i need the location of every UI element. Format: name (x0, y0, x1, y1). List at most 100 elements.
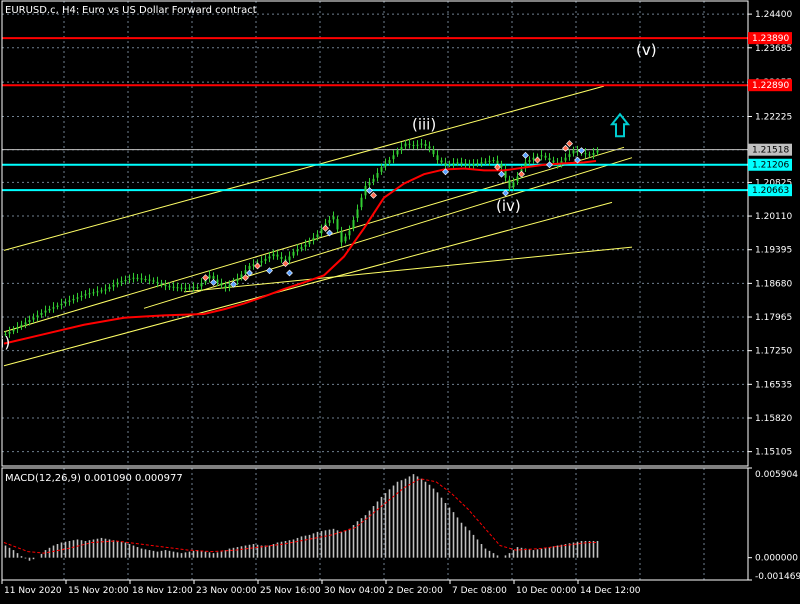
x-tick-label: 15 Nov 20:00 (68, 586, 129, 596)
x-tick-label: 18 Nov 12:00 (132, 586, 193, 596)
resistance-price-box (748, 32, 792, 45)
candle-body (180, 287, 183, 289)
signal-marker (286, 269, 293, 277)
candle-body (416, 144, 419, 146)
signal-marker (494, 163, 501, 171)
macd-indicator (3, 474, 599, 561)
candle-body (568, 154, 571, 157)
candle-body (116, 282, 119, 285)
resistance-price-label: 1.23890 (752, 34, 789, 44)
candle-body (576, 150, 579, 152)
y-tick-label: 1.22225 (755, 113, 792, 123)
candle-body (224, 285, 227, 289)
candle-body (24, 322, 27, 325)
candle-body (228, 284, 231, 288)
resistance-price-label: 1.22890 (752, 81, 789, 91)
signal-marker (282, 260, 289, 268)
candle-body (448, 163, 451, 165)
wave-annotations: (v) (iii) (iv) ii) (0, 41, 657, 351)
candle-body (32, 317, 35, 320)
candle-body (128, 278, 131, 280)
candle-body (12, 329, 15, 332)
candle-body (496, 160, 499, 164)
candle-body (316, 234, 319, 238)
signal-marker (574, 156, 581, 164)
signal-marker (498, 170, 505, 178)
candle-body (472, 163, 475, 165)
wave-label: (v) (636, 41, 657, 59)
channel-line (183, 246, 633, 293)
candle-body (572, 150, 575, 154)
signal-marker (522, 151, 529, 159)
candle-body (4, 334, 7, 336)
candle-body (112, 284, 115, 287)
current-price-box (748, 143, 792, 156)
candle-body (424, 144, 427, 146)
candle-body (264, 258, 267, 261)
candle-body (404, 143, 407, 147)
signal-marker (534, 156, 541, 164)
instrument-description: Euro vs US Dollar Forward contract (82, 5, 257, 16)
candle-body (16, 327, 19, 330)
candle-body (156, 281, 159, 284)
signal-marker (578, 147, 585, 155)
candle-body (252, 264, 255, 266)
signal-marker (518, 170, 525, 178)
candle-body (364, 185, 367, 196)
support-price-label: 1.21206 (752, 161, 789, 171)
candle-body (108, 287, 111, 290)
candle-body (348, 230, 351, 236)
candle-body (300, 247, 303, 250)
signal-marker (442, 168, 449, 176)
candle-body (372, 178, 375, 182)
candle-body (52, 307, 55, 309)
candle-body (420, 143, 423, 145)
candle-body (388, 160, 391, 163)
candle-body (272, 254, 275, 257)
y-tick-label: 1.15820 (755, 414, 792, 424)
candle-body (320, 228, 323, 234)
macd-grid (63, 468, 705, 580)
macd-y-tick-label: -0.001469 (755, 572, 800, 582)
signal-marker (230, 280, 237, 288)
main-pane-frame (1, 0, 749, 467)
candle-body (20, 324, 23, 327)
candle-body (436, 155, 439, 161)
candle-body (140, 278, 143, 280)
candle-body (504, 169, 507, 178)
candle-body (280, 257, 283, 259)
candle-body (168, 286, 171, 288)
candle-body (28, 320, 31, 322)
candle-body (544, 155, 547, 158)
candle-body (288, 256, 291, 261)
support-price-box (748, 184, 792, 197)
candle-body (160, 283, 163, 285)
y-tick-label: 1.23685 (755, 44, 792, 54)
channel-line (3, 85, 605, 251)
candle-body (208, 275, 211, 279)
signal-marker (566, 140, 573, 147)
y-tick-label: 1.19395 (755, 246, 792, 256)
candle-body (540, 155, 543, 157)
candle-body (44, 310, 47, 313)
moving-average (3, 159, 597, 345)
wave-label: ii) (0, 333, 10, 351)
y-tick-label: 1.20825 (755, 178, 792, 188)
y-tick-label: 1.16535 (755, 380, 792, 390)
candle-body (376, 172, 379, 178)
y-tick-label: 1.17965 (755, 313, 792, 323)
moving-average-line (3, 159, 597, 345)
time-axis: 11 Nov 2020 15 Nov 20:00 18 Nov 12:00 23 No… (1, 580, 641, 596)
candle-body (408, 143, 411, 145)
candle-body (464, 163, 467, 165)
candle-body (88, 293, 91, 295)
candle-body (64, 302, 67, 304)
candle-body (344, 236, 347, 242)
candle-body (548, 158, 551, 161)
candle-body (412, 144, 415, 146)
signal-marker (502, 189, 509, 197)
candle-body (292, 251, 295, 256)
signal-marker (210, 278, 217, 286)
